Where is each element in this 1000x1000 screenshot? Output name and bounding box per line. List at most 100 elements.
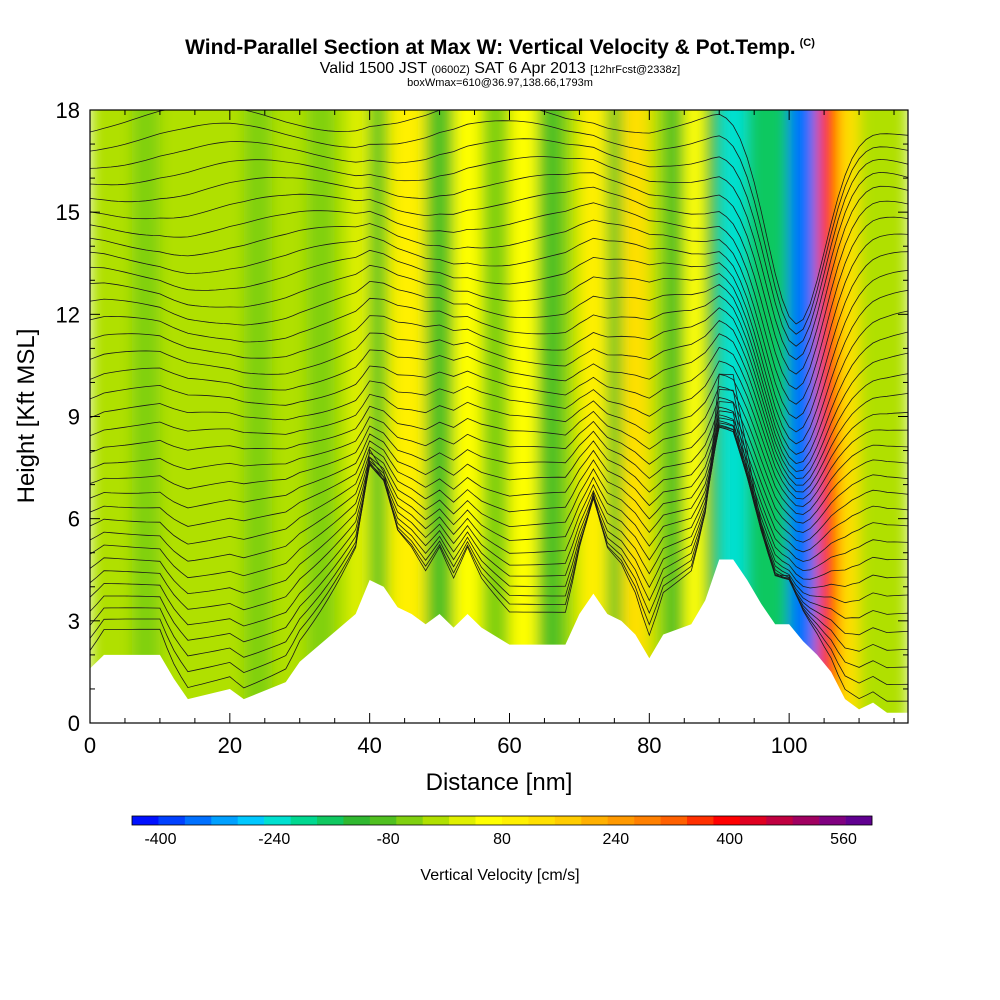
colorbar-swatch bbox=[766, 816, 794, 825]
colorbar-swatch bbox=[475, 816, 503, 825]
x-axis: 0 20 40 60 80 100 bbox=[84, 110, 895, 758]
colorbar-swatch bbox=[369, 816, 397, 825]
theta-contour-5 bbox=[90, 422, 908, 619]
colorbar-swatch bbox=[687, 816, 714, 825]
colorbar: -400 -240 -80 80 240 400 560 bbox=[131, 815, 873, 848]
x-tick-label: 40 bbox=[357, 733, 381, 758]
theta-contour-29 bbox=[90, 172, 908, 375]
colorbar-swatch bbox=[237, 816, 265, 825]
theta-contour-20 bbox=[90, 307, 908, 479]
colorbar-swatch bbox=[713, 816, 741, 825]
y-tick-label: 18 bbox=[56, 98, 80, 123]
colorbar-frame bbox=[131, 815, 873, 826]
theta-contour-32 bbox=[90, 120, 908, 335]
colorbar-tick-label: 560 bbox=[830, 831, 857, 848]
theta-contour-16 bbox=[90, 360, 908, 507]
theta-contour-22 bbox=[90, 280, 908, 465]
w-column-2 bbox=[194, 110, 230, 723]
colorbar-tick-label: -400 bbox=[144, 831, 176, 848]
theta-contour-9 bbox=[90, 424, 908, 572]
plot-area bbox=[90, 110, 908, 723]
title-main: Wind-Parallel Section at Max W: Vertical… bbox=[185, 36, 796, 59]
x-tick-label: 80 bbox=[637, 733, 661, 758]
colorbar-swatch bbox=[660, 816, 688, 825]
colorbar-swatch bbox=[739, 816, 767, 825]
w-column-21 bbox=[789, 110, 818, 723]
colorbar-swatch bbox=[211, 816, 239, 825]
theta-contour-3 bbox=[90, 410, 908, 652]
colorbar-swatch bbox=[396, 816, 424, 825]
colorbar-swatch bbox=[264, 816, 291, 825]
y-axis-label: Height [Kft MSL] bbox=[13, 329, 40, 504]
valid-date: SAT 6 Apr 2013 bbox=[474, 60, 586, 77]
box-info: boxWmax=610@36.97,138.66,1793m bbox=[407, 77, 593, 89]
colorbar-swatch bbox=[819, 816, 846, 825]
forecast-info: [12hrFcst@2338z] bbox=[590, 64, 681, 76]
y-tick-label: 0 bbox=[68, 711, 80, 736]
colorbar-swatch bbox=[422, 816, 450, 825]
w-column-3 bbox=[243, 110, 272, 723]
theta-contour-25 bbox=[90, 235, 908, 433]
colorbar-swatch bbox=[449, 816, 476, 825]
theta-contour-19 bbox=[90, 319, 908, 486]
terrain-mask bbox=[90, 559, 908, 723]
theta-contour-21 bbox=[90, 295, 908, 472]
w-column-6 bbox=[369, 110, 384, 723]
colorbar-tick-label: 400 bbox=[716, 831, 743, 848]
valid-utc: (0600Z) bbox=[431, 64, 470, 76]
colorbar-swatch bbox=[845, 816, 873, 825]
colorbar-swatch bbox=[290, 816, 318, 825]
theta-contour-31 bbox=[90, 138, 908, 347]
colorbar-swatch bbox=[317, 816, 344, 825]
x-tick-label: 60 bbox=[497, 733, 521, 758]
theta-contour-11 bbox=[90, 414, 908, 553]
x-tick-label: 20 bbox=[218, 733, 242, 758]
colorbar-swatch bbox=[343, 816, 371, 825]
theta-contour-8 bbox=[90, 426, 908, 580]
w-column-11 bbox=[509, 110, 538, 723]
chart-subtitle: Valid 1500 JST (0600Z) SAT 6 Apr 2013 [1… bbox=[0, 60, 1000, 78]
y-tick-label: 9 bbox=[68, 405, 80, 430]
x-tick-label: 100 bbox=[771, 733, 808, 758]
w-column-22 bbox=[817, 110, 839, 723]
colorbar-tick-label: 80 bbox=[493, 831, 511, 848]
y-tick-label: 3 bbox=[68, 609, 80, 634]
valid-prefix: Valid 1500 JST bbox=[319, 60, 427, 77]
theta-contour-15 bbox=[90, 373, 908, 515]
theta-contour-13 bbox=[90, 397, 908, 533]
colorbar-swatch bbox=[634, 816, 661, 825]
colorbar-swatch bbox=[184, 816, 212, 825]
x-tick-label: 0 bbox=[84, 733, 96, 758]
theta-contour-24 bbox=[90, 249, 908, 445]
theta-contour-7 bbox=[90, 426, 908, 589]
copyright-mark: (C) bbox=[799, 37, 815, 49]
theta-contour-33 bbox=[90, 110, 908, 325]
colorbar-swatch bbox=[554, 816, 582, 825]
theta-contour-12 bbox=[90, 406, 908, 543]
w-column-10 bbox=[481, 110, 510, 723]
y-axis: 0 3 6 9 12 15 18 bbox=[56, 98, 908, 736]
y-tick-label: 6 bbox=[68, 507, 80, 532]
w-column-4 bbox=[306, 110, 335, 723]
theta-contour-23 bbox=[90, 264, 908, 455]
w-column-5 bbox=[348, 110, 370, 723]
colorbar-swatch bbox=[502, 816, 529, 825]
colorbar-swatch bbox=[528, 816, 556, 825]
colorbar-swatch bbox=[792, 816, 820, 825]
colorbar-swatch bbox=[158, 816, 186, 825]
colorbar-swatch bbox=[581, 816, 609, 825]
theta-contour-28 bbox=[90, 186, 908, 390]
w-column-1 bbox=[131, 110, 160, 723]
theta-contour-10 bbox=[90, 420, 908, 562]
theta-contour-6 bbox=[90, 425, 908, 604]
colorbar-swatch bbox=[132, 816, 159, 825]
theta-contour-17 bbox=[90, 346, 908, 500]
chart-title: Wind-Parallel Section at Max W: Vertical… bbox=[0, 36, 1000, 60]
colorbar-label: Vertical Velocity [cm/s] bbox=[420, 867, 579, 884]
w-column-17 bbox=[684, 110, 706, 723]
colorbar-swatch bbox=[607, 816, 635, 825]
y-tick-label: 12 bbox=[56, 302, 80, 327]
theta-contour-18 bbox=[90, 333, 908, 493]
potential-temperature-contours bbox=[90, 110, 908, 702]
